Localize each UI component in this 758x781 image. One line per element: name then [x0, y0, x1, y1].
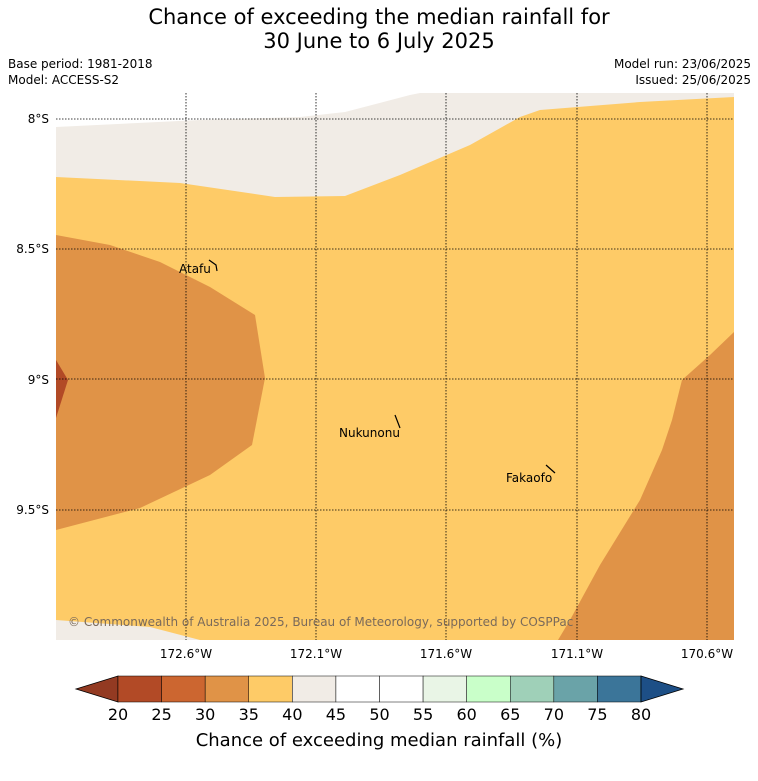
- lat-label-9: 9°S: [28, 373, 49, 387]
- lon-label-170-6: 170.6°W: [681, 647, 733, 661]
- colorbar-box: [335, 675, 380, 703]
- map-area: [56, 93, 734, 640]
- colorbar-box: [161, 675, 206, 703]
- colorbar-tick-label: 40: [282, 705, 302, 724]
- place-label-atafu: Atafu: [179, 262, 211, 276]
- region-40-45-south: [56, 620, 200, 640]
- colorbar-box: [597, 675, 642, 703]
- colorbar-tick-label: 70: [544, 705, 564, 724]
- colorbar-tick-label: 65: [500, 705, 520, 724]
- colorbar-box: [204, 675, 250, 703]
- title-line-2: 30 June to 6 July 2025: [263, 29, 495, 53]
- colorbar-tick-label: 80: [631, 705, 651, 724]
- colorbar-tick-label: 25: [151, 705, 171, 724]
- colorbar-tick-label: 55: [413, 705, 433, 724]
- title-line-1: Chance of exceeding the median rainfall …: [148, 5, 610, 29]
- region-white-north: [56, 93, 420, 127]
- colorbar-box: [510, 675, 555, 703]
- colorbar-label: Chance of exceeding median rainfall (%): [195, 730, 563, 751]
- atafu-atoll: [208, 259, 218, 272]
- nukunonu-atoll: [394, 414, 401, 429]
- colorbar-over-arrow: [640, 675, 685, 703]
- colorbar-box: [292, 675, 337, 703]
- region-20-25-west: [56, 360, 68, 418]
- lon-label-171-1: 171.1°W: [551, 647, 603, 661]
- colorbar-box: [117, 675, 162, 703]
- lon-label-172-1: 172.1°W: [290, 647, 342, 661]
- colorbar-tick-label: 30: [195, 705, 215, 724]
- model-run-text: Model run: 23/06/2025: [613, 57, 751, 71]
- place-label-fakaofo: Fakaofo: [506, 471, 552, 485]
- colorbar-tick-label: 20: [108, 705, 128, 724]
- base-period-text: Base period: 1981-2018: [8, 57, 153, 71]
- region-30-35-west: [56, 235, 265, 530]
- colorbar-tick-label: 75: [587, 705, 607, 724]
- lat-label-8-5: 8.5°S: [16, 242, 49, 256]
- colorbar-box: [422, 675, 467, 703]
- colorbar-tick-label: 45: [326, 705, 346, 724]
- colorbar-box: [379, 675, 424, 703]
- issued-text: Issued: 25/06/2025: [635, 73, 751, 87]
- lat-label-9-5: 9.5°S: [16, 503, 49, 517]
- model-text: Model: ACCESS-S2: [8, 73, 120, 87]
- lon-label-172-6: 172.6°W: [160, 647, 212, 661]
- region-30-35-east: [558, 332, 734, 640]
- place-label-nukunonu: Nukunonu: [339, 426, 400, 440]
- colorbar-tick-label: 35: [239, 705, 259, 724]
- colorbar-tick-label: 50: [369, 705, 389, 724]
- colorbar-ticks: 20 25 30 35 40 45 50 55 60 65 70 75 80: [108, 705, 651, 724]
- colorbar-box: [466, 675, 511, 703]
- colorbar-under-arrow: [74, 675, 119, 703]
- colorbar: 20 25 30 35 40 45 50 55 60 65 70 75 80: [74, 675, 685, 724]
- gridlines: [56, 93, 734, 640]
- copyright-credit: © Commonwealth of Australia 2025, Bureau…: [68, 615, 573, 629]
- colorbar-box: [553, 675, 598, 703]
- lat-label-8: 8°S: [28, 112, 49, 126]
- colorbar-boxes: [117, 675, 642, 703]
- colorbar-tick-label: 60: [456, 705, 476, 724]
- fakaofo-atoll: [545, 464, 556, 474]
- lon-label-171-6: 171.6°W: [420, 647, 472, 661]
- colorbar-box: [248, 675, 293, 703]
